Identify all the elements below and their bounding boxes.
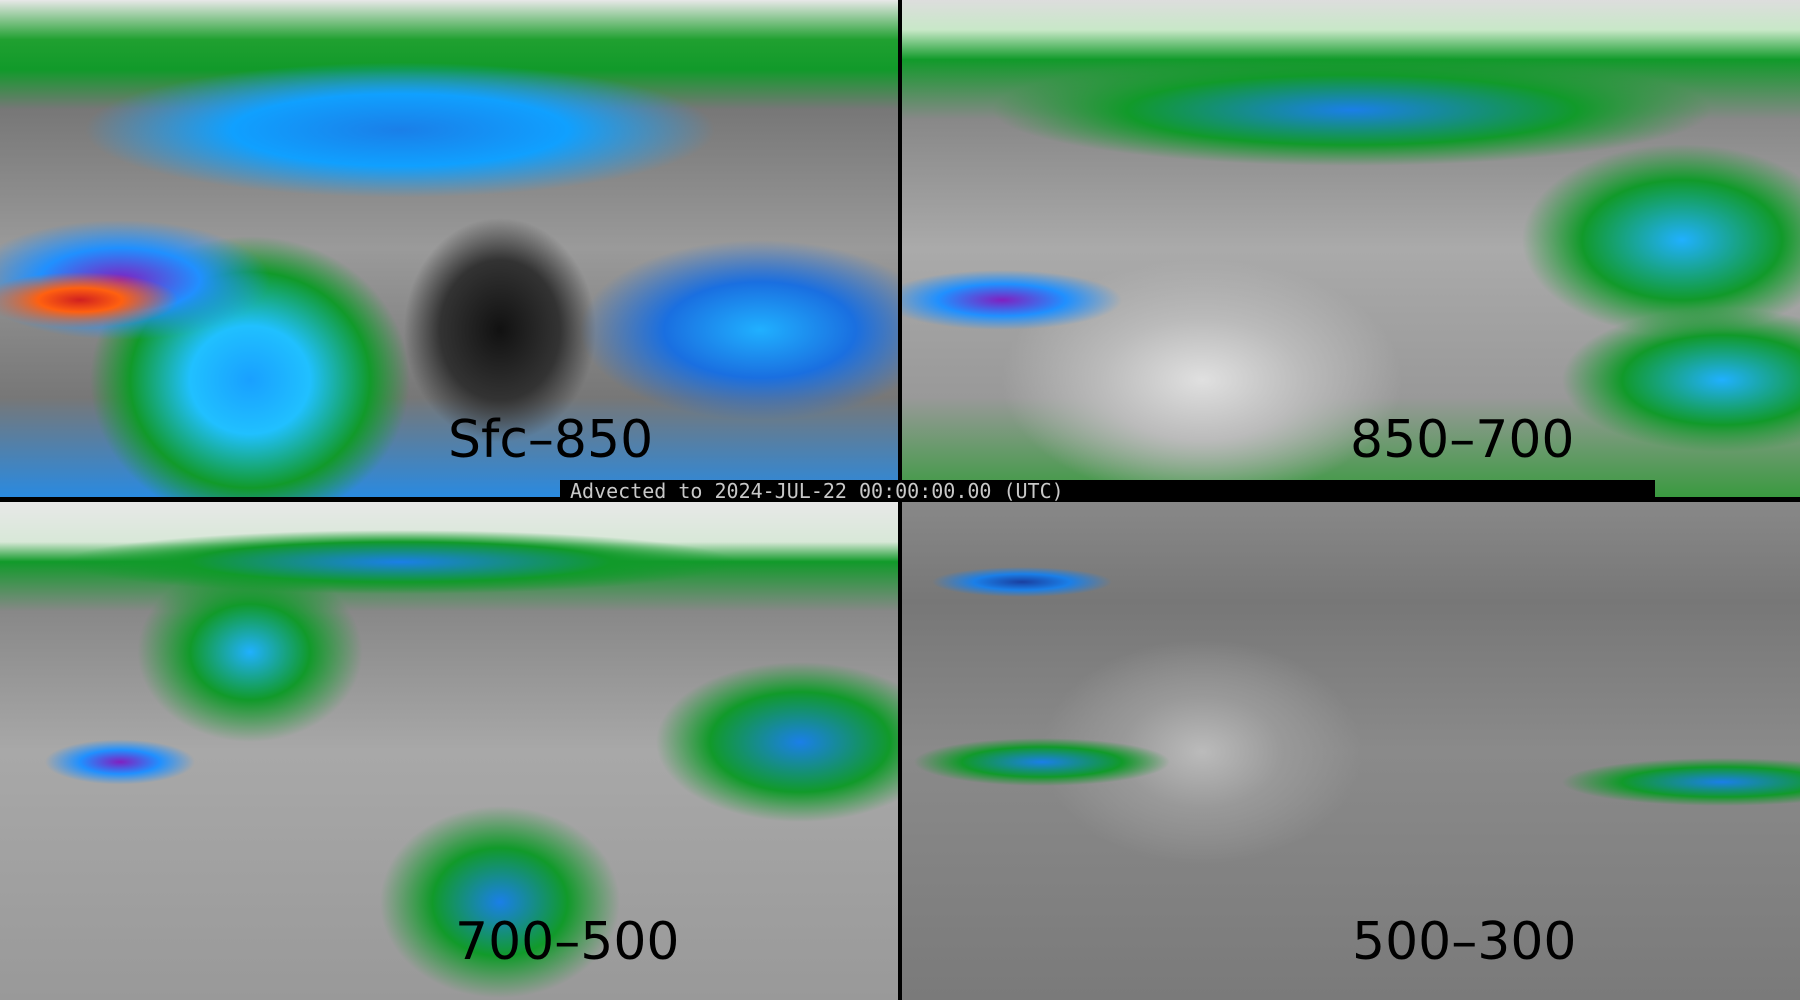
advection-time-banner: Advected to 2024-JUL-22 00:00:00.00 (UTC… [560,480,1655,502]
map-panel-500-300: 500–300 [902,502,1800,1000]
layer-label: 500–300 [1352,912,1577,972]
layer-label: Sfc–850 [448,410,654,470]
layer-label: 700–500 [455,912,680,972]
layer-label: 850–700 [1350,410,1575,470]
map-panel-850-700: 850–700 [902,0,1800,497]
map-panel-sfc-850: Sfc–850 [0,0,898,497]
map-panel-700-500: 700–500 [0,502,898,1000]
